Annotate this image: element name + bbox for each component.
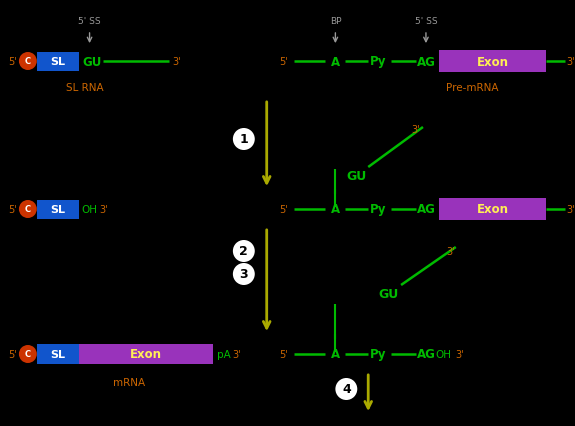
Text: Py: Py bbox=[370, 348, 386, 361]
Text: Py: Py bbox=[370, 55, 386, 68]
Circle shape bbox=[335, 378, 357, 400]
Text: 3': 3' bbox=[99, 204, 108, 215]
Text: 5' SS: 5' SS bbox=[415, 17, 437, 26]
Text: 4: 4 bbox=[342, 383, 351, 396]
Text: A: A bbox=[331, 348, 340, 361]
Text: mRNA: mRNA bbox=[113, 377, 145, 387]
Text: C: C bbox=[25, 58, 31, 66]
Text: 5': 5' bbox=[279, 349, 288, 359]
Text: Py: Py bbox=[370, 203, 386, 216]
Bar bbox=[37, 52, 79, 71]
Text: 3': 3' bbox=[455, 349, 464, 359]
Text: AG: AG bbox=[416, 348, 435, 361]
Text: 3': 3' bbox=[232, 349, 241, 359]
Text: 5': 5' bbox=[9, 57, 17, 67]
Text: A: A bbox=[331, 55, 340, 68]
Text: AG: AG bbox=[416, 55, 435, 68]
Text: 3': 3' bbox=[566, 204, 574, 215]
Text: Pre-mRNA: Pre-mRNA bbox=[446, 83, 499, 93]
Text: 3: 3 bbox=[240, 268, 248, 281]
Bar bbox=[37, 200, 79, 219]
Text: A: A bbox=[331, 203, 340, 216]
Text: C: C bbox=[25, 350, 31, 359]
Text: 3': 3' bbox=[447, 246, 455, 256]
Text: GU: GU bbox=[346, 170, 366, 183]
Text: pA: pA bbox=[217, 349, 231, 359]
Circle shape bbox=[233, 263, 255, 285]
Text: SL RNA: SL RNA bbox=[66, 83, 104, 93]
Text: Exon: Exon bbox=[130, 348, 162, 361]
Text: SL: SL bbox=[50, 204, 65, 215]
Bar bbox=[439, 51, 546, 73]
Text: 5': 5' bbox=[9, 204, 17, 215]
Text: 5': 5' bbox=[279, 204, 288, 215]
Circle shape bbox=[233, 129, 255, 151]
Bar bbox=[79, 344, 213, 364]
Text: AG: AG bbox=[416, 203, 435, 216]
Text: BP: BP bbox=[329, 17, 341, 26]
Text: Exon: Exon bbox=[477, 55, 509, 68]
Circle shape bbox=[233, 240, 255, 262]
Text: 5' SS: 5' SS bbox=[78, 17, 101, 26]
Text: 3': 3' bbox=[412, 125, 420, 135]
Circle shape bbox=[19, 345, 37, 363]
Circle shape bbox=[19, 53, 37, 71]
Circle shape bbox=[19, 201, 37, 219]
Text: 5': 5' bbox=[9, 349, 17, 359]
Text: GU: GU bbox=[378, 288, 398, 301]
Text: 1: 1 bbox=[239, 133, 248, 146]
Text: 5': 5' bbox=[279, 57, 288, 67]
Text: Exon: Exon bbox=[477, 203, 509, 216]
Text: SL: SL bbox=[50, 349, 65, 359]
Text: C: C bbox=[25, 205, 31, 214]
Bar bbox=[37, 344, 79, 364]
Text: 2: 2 bbox=[239, 245, 248, 258]
Text: GU: GU bbox=[83, 55, 102, 68]
Text: 3': 3' bbox=[566, 57, 574, 67]
Text: 3': 3' bbox=[172, 57, 181, 67]
Text: OH: OH bbox=[436, 349, 452, 359]
Bar bbox=[439, 199, 546, 221]
Text: OH: OH bbox=[82, 204, 98, 215]
Text: SL: SL bbox=[50, 57, 65, 67]
